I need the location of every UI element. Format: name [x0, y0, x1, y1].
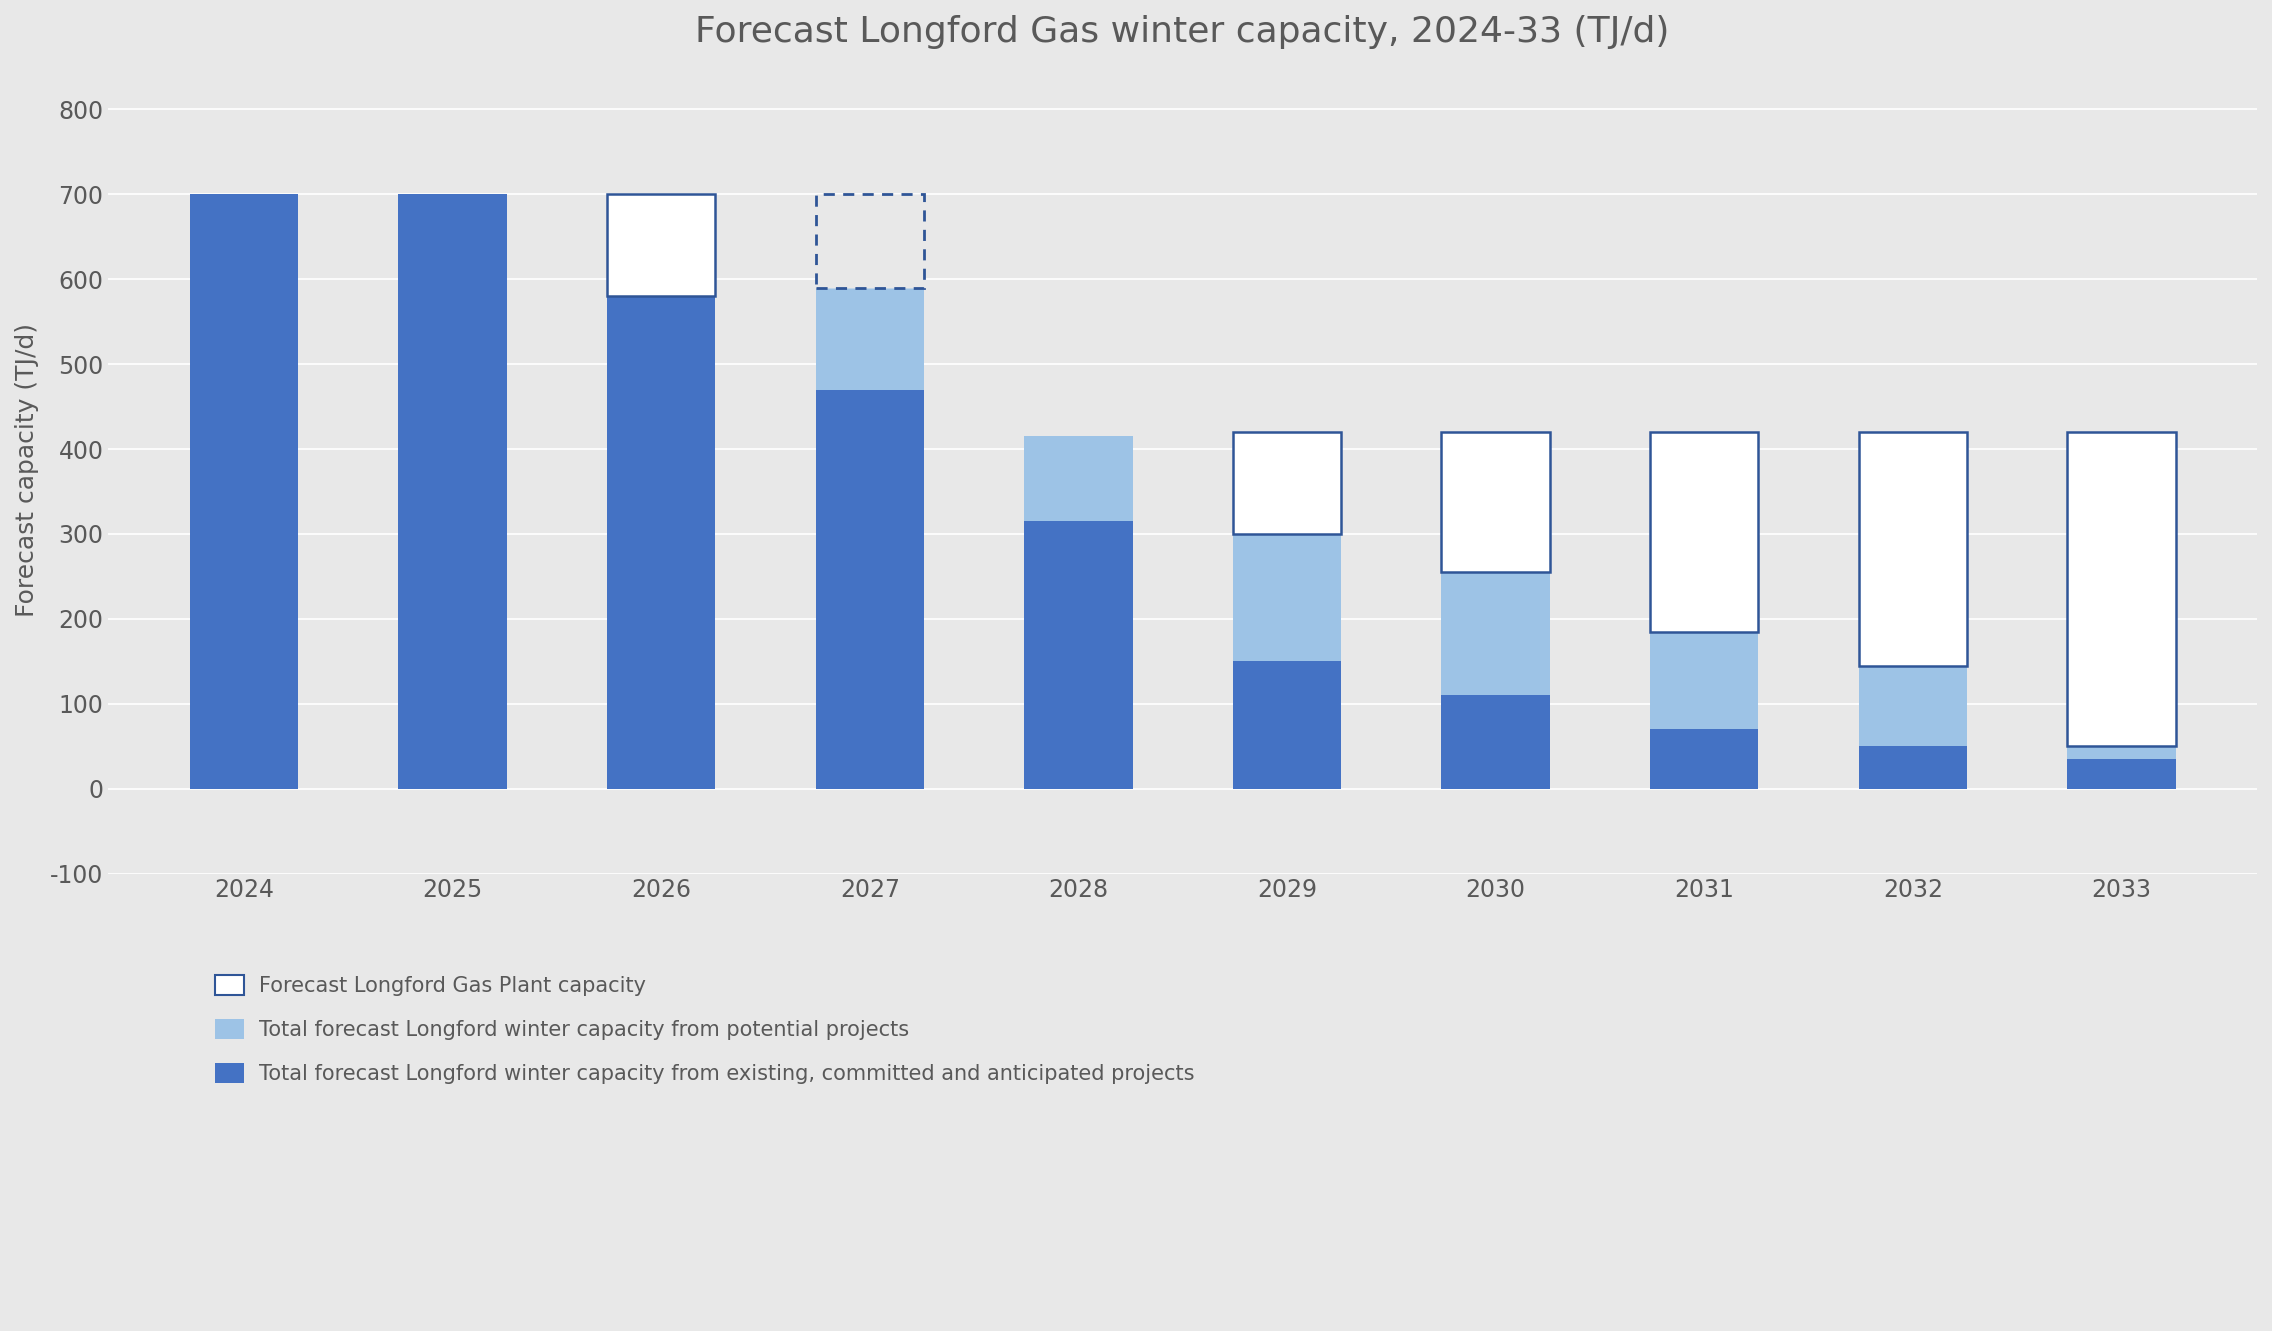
Bar [1025, 522, 1134, 789]
Bar [1858, 666, 1968, 747]
Bar [2068, 747, 2177, 759]
Bar [607, 194, 716, 297]
Bar [1440, 433, 1550, 572]
Bar [1234, 662, 1340, 789]
Bar [816, 390, 925, 789]
Y-axis label: Forecast capacity (TJ/d): Forecast capacity (TJ/d) [16, 323, 39, 618]
Bar [1234, 534, 1340, 662]
Bar [1440, 572, 1550, 695]
Bar [1649, 433, 1759, 632]
Bar [1234, 433, 1340, 534]
Bar [398, 194, 507, 789]
Legend: Forecast Longford Gas Plant capacity, Total forecast Longford winter capacity fr: Forecast Longford Gas Plant capacity, To… [204, 965, 1204, 1094]
Bar [1649, 729, 1759, 789]
Bar [607, 297, 716, 789]
Bar [1440, 695, 1550, 789]
Title: Forecast Longford Gas winter capacity, 2024-33 (TJ/d): Forecast Longford Gas winter capacity, 2… [695, 15, 1670, 49]
Bar [2068, 759, 2177, 789]
Bar [1858, 433, 1968, 666]
Bar [1649, 632, 1759, 729]
Bar [2068, 433, 2177, 747]
Bar [816, 287, 925, 390]
Bar [1858, 747, 1968, 789]
Bar [189, 194, 298, 789]
Bar [816, 194, 925, 287]
Bar [1025, 437, 1134, 522]
